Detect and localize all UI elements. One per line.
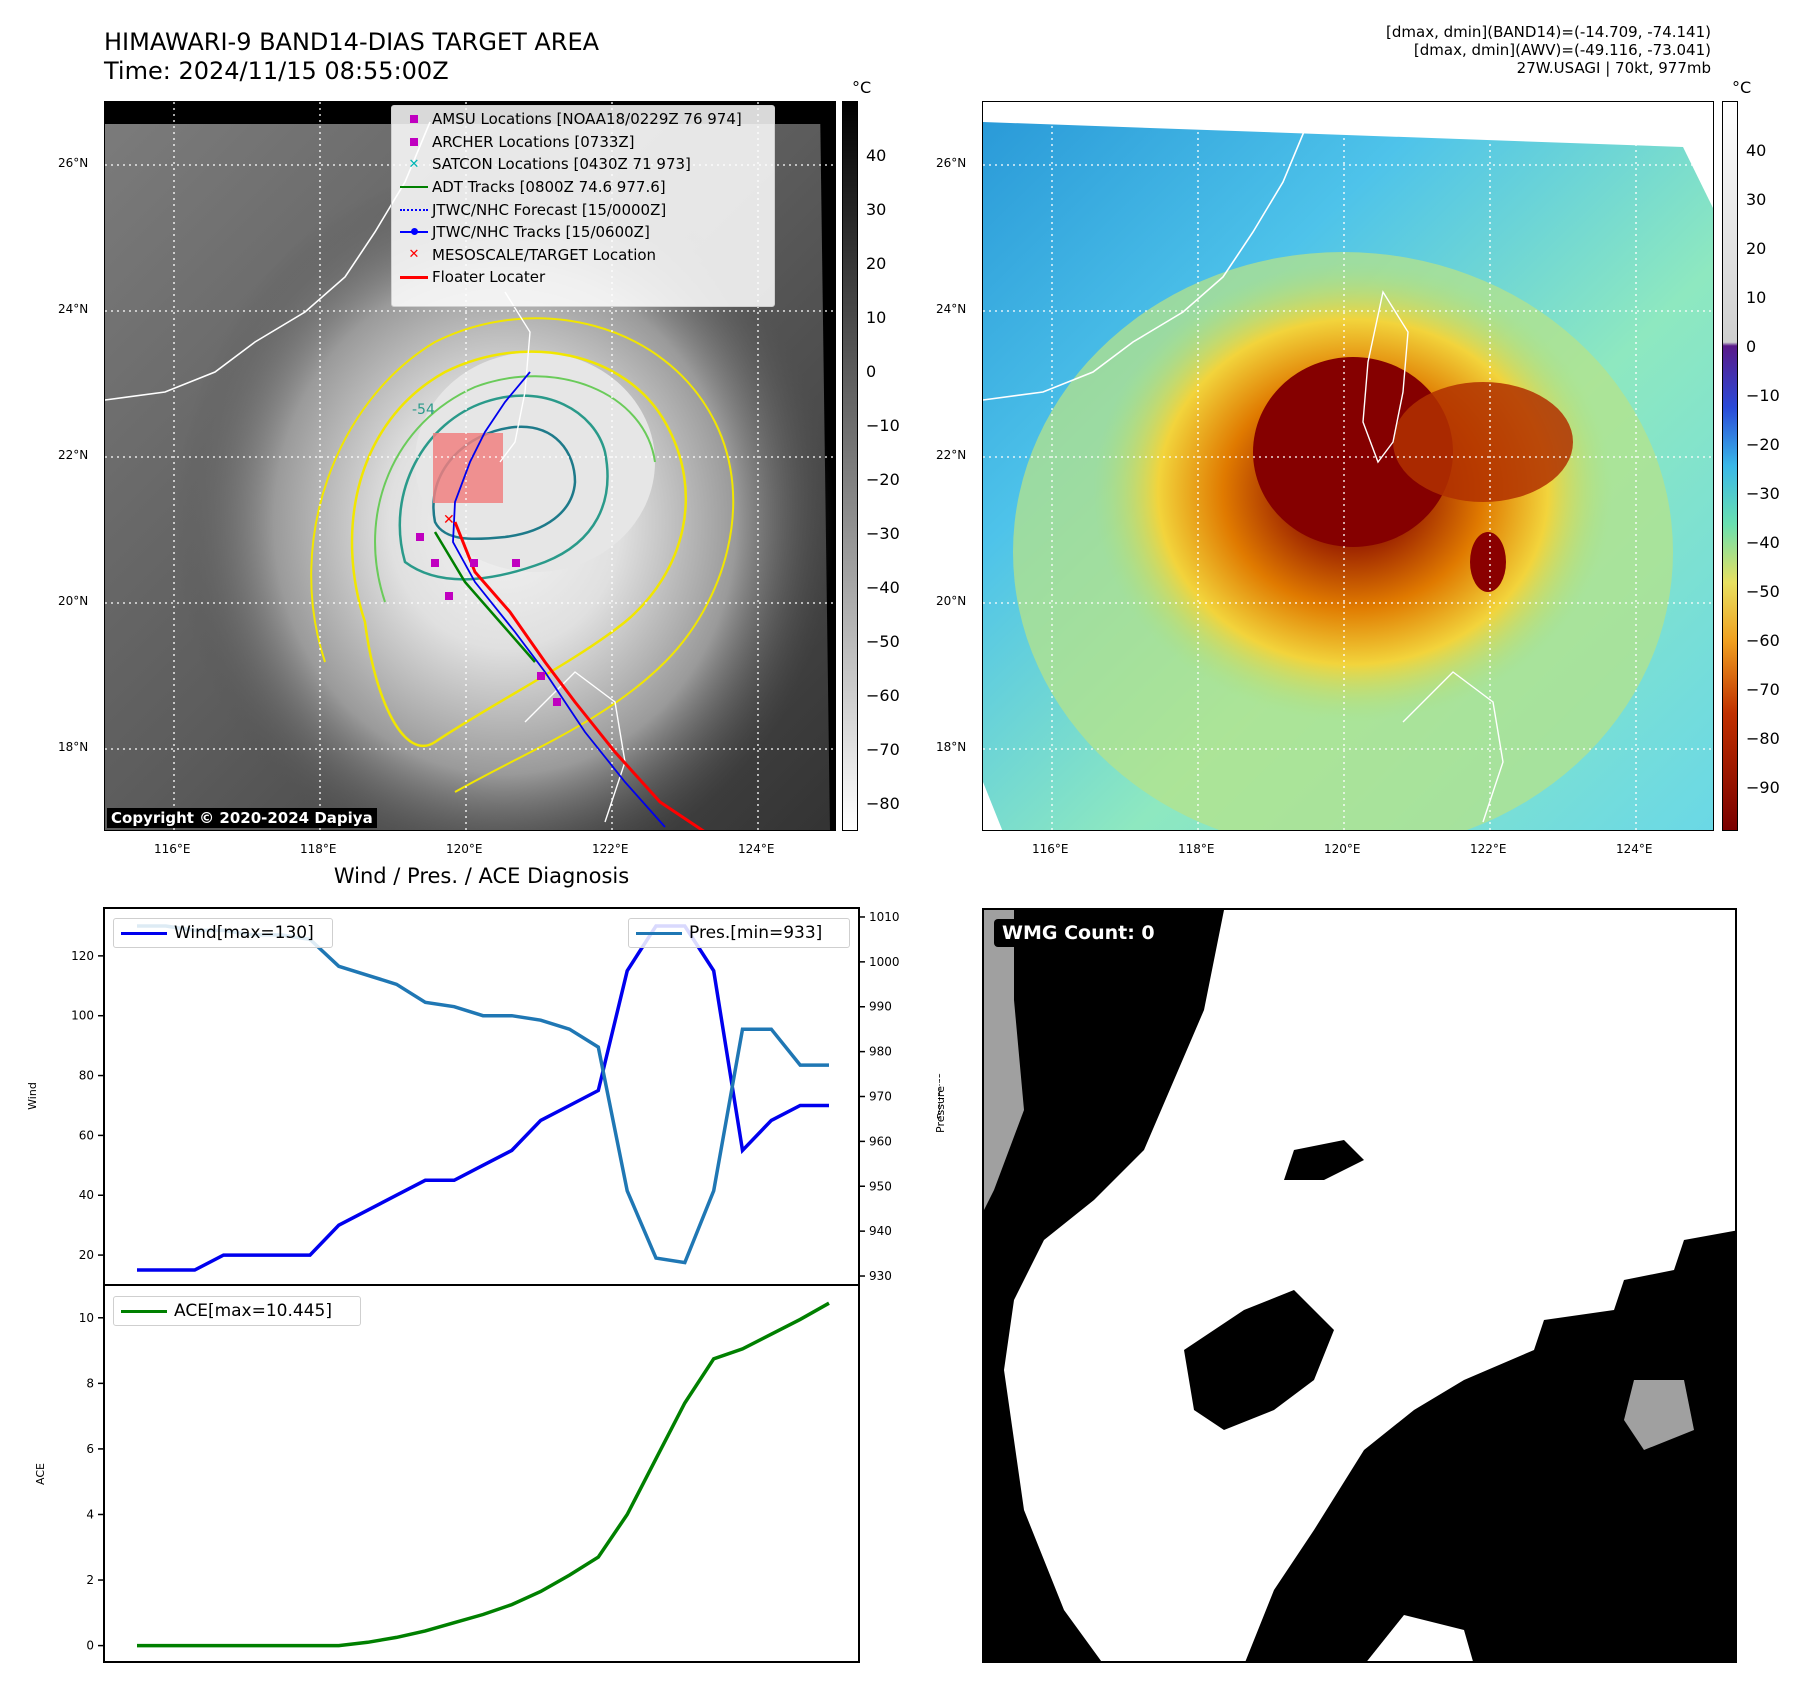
- lon-tick-124: 124°E: [738, 842, 775, 856]
- pressure-axis-tick-label: 950: [869, 1179, 892, 1193]
- wind-axis-tick-label: 80: [79, 1069, 94, 1083]
- square-marker-icon: [410, 115, 418, 124]
- title-line-1: HIMAWARI-9 BAND14-DIAS TARGET AREA: [104, 28, 600, 56]
- stats-block: [dmax, dmin](BAND14)=(-14.709, -74.141) …: [1011, 23, 1711, 77]
- pressure-legend: Pres.[min=933]: [628, 918, 850, 948]
- pressure-axis-tick-label: 1000: [869, 955, 900, 969]
- wind-axis-tick-label: 20: [79, 1248, 94, 1262]
- band14-stats: [dmax, dmin](BAND14)=(-14.709, -74.141): [1386, 23, 1711, 41]
- lat-tick-24: 24°N: [58, 302, 89, 316]
- legend-item-satcon: ✕ SATCON Locations [0430Z 71 973]: [408, 155, 691, 174]
- ace-axis-tick-label: 2: [86, 1573, 94, 1587]
- line-icon: [121, 1309, 167, 1313]
- square-marker-icon: [410, 137, 418, 146]
- legend-item-adt: ADT Tracks [0800Z 74.6 977.6]: [396, 176, 770, 199]
- pressure-axis-tick-label: 970: [869, 1090, 892, 1104]
- pressure-axis-tick-label: 980: [869, 1045, 892, 1059]
- awv-lon-tick-122: 122°E: [1470, 842, 1507, 856]
- wind-axis-tick-label: 60: [79, 1128, 94, 1142]
- line-icon: [636, 931, 682, 935]
- pressure-axis-tick-label: 960: [869, 1134, 892, 1148]
- ace-axis-tick-label: 0: [86, 1639, 94, 1653]
- awv-lat-tick-26: 26°N: [936, 156, 967, 170]
- ace-axis-tick-label: 10: [79, 1311, 94, 1325]
- line-icon: [400, 276, 428, 279]
- awv-map-panel: [982, 101, 1714, 831]
- lon-tick-120: 120°E: [446, 842, 483, 856]
- line-icon: [121, 931, 167, 935]
- awv-colorbar: [1722, 101, 1738, 831]
- diagnosis-chart-svg: 1201008060402010101000990980970960950940…: [26, 907, 940, 1663]
- svg-text:✕: ✕: [443, 512, 455, 528]
- awv-lon-tick-116: 116°E: [1032, 842, 1069, 856]
- pressure-series-line: [137, 924, 829, 1265]
- pressure-axis-tick-label: 1010: [869, 910, 900, 924]
- ace-legend: ACE[max=10.445]: [113, 1296, 361, 1326]
- wind-legend: Wind[max=130]: [113, 918, 333, 948]
- legend-item-archer: ARCHER Locations [0733Z]: [396, 131, 770, 154]
- awv-lat-tick-18: 18°N: [936, 740, 967, 754]
- ace-axis-tick-label: 8: [86, 1376, 94, 1390]
- legend-item-forecast: JTWC/NHC Forecast [15/0000Z]: [396, 198, 770, 221]
- legend-item-floater: Floater Locater: [396, 266, 770, 289]
- contour-label: -54: [412, 402, 435, 418]
- wind-axis-label: Wind: [26, 1082, 39, 1110]
- wind-axis-tick-label: 100: [71, 1009, 94, 1023]
- ace-axis-tick-label: 6: [86, 1442, 94, 1456]
- pressure-axis-tick-label: 930: [869, 1269, 892, 1283]
- band14-map-panel: -54 ✕ AMSU Locations [NOAA18/0229Z 7: [104, 101, 836, 831]
- diagnosis-title: Wind / Pres. / ACE Diagnosis: [333, 864, 630, 888]
- lat-tick-18: 18°N: [58, 740, 89, 754]
- copyright-label: Copyright © 2020-2024 Dapiya: [107, 808, 377, 828]
- title-line-2: Time: 2024/11/15 08:55:00Z: [104, 57, 449, 85]
- ace-axis-tick-label: 4: [86, 1507, 94, 1521]
- pressure-axis-tick-label: 990: [869, 1000, 892, 1014]
- wmg-panel: WMG Count: 0: [982, 908, 1737, 1663]
- legend-item-target: ✕ MESOSCALE/TARGET Location: [408, 245, 657, 264]
- pressure-axis-tick-label: 940: [869, 1224, 892, 1238]
- x-marker-icon: ✕: [408, 247, 420, 263]
- lat-tick-22: 22°N: [58, 448, 89, 462]
- lon-tick-118: 118°E: [300, 842, 337, 856]
- lat-tick-26: 26°N: [58, 156, 89, 170]
- awv-lat-tick-24: 24°N: [936, 302, 967, 316]
- awv-lat-tick-22: 22°N: [936, 448, 967, 462]
- awv-map-svg: [983, 102, 1713, 830]
- awv-lon-tick-118: 118°E: [1178, 842, 1215, 856]
- legend-item-tracks: JTWC/NHC Tracks [15/0600Z]: [396, 221, 770, 244]
- lon-tick-116: 116°E: [154, 842, 191, 856]
- pressure-axis-title: Pressure: [934, 1086, 947, 1133]
- wmg-mask-svg: [984, 910, 1735, 1661]
- pressure-axis-label: Pressure: [935, 1072, 940, 1119]
- storm-id: 27W.USAGI | 70kt, 977mb: [1516, 59, 1711, 77]
- awv-lon-tick-124: 124°E: [1616, 842, 1653, 856]
- awv-stats: [dmax, dmin](AWV)=(-49.116, -73.041): [1413, 41, 1711, 59]
- legend-item-amsu: AMSU Locations [NOAA18/0229Z 76 974]: [396, 108, 770, 131]
- line-dot-icon: [400, 228, 428, 236]
- awv-lon-tick-120: 120°E: [1324, 842, 1361, 856]
- wind-series-line: [137, 924, 829, 1272]
- awv-lat-tick-20: 20°N: [936, 594, 967, 608]
- lat-tick-20: 20°N: [58, 594, 89, 608]
- wind-axis-tick-label: 120: [71, 949, 94, 963]
- ace-series-line: [137, 1301, 830, 1648]
- lon-tick-122: 122°E: [592, 842, 629, 856]
- wmg-count-badge: WMG Count: 0: [994, 919, 1163, 947]
- x-marker-icon: ✕: [408, 156, 420, 172]
- map-legend: AMSU Locations [NOAA18/0229Z 76 974] ARC…: [391, 105, 775, 307]
- band14-colorbar-unit: °C: [852, 78, 872, 97]
- wind-axis-tick-label: 40: [79, 1188, 94, 1202]
- awv-colorbar-unit: °C: [1732, 78, 1752, 97]
- band14-colorbar: [842, 101, 858, 831]
- ace-axis-label: ACE: [34, 1463, 47, 1485]
- dotted-line-icon: [400, 208, 428, 211]
- figure-title: HIMAWARI-9 BAND14-DIAS TARGET AREA Time:…: [104, 28, 599, 86]
- line-icon: [400, 186, 428, 189]
